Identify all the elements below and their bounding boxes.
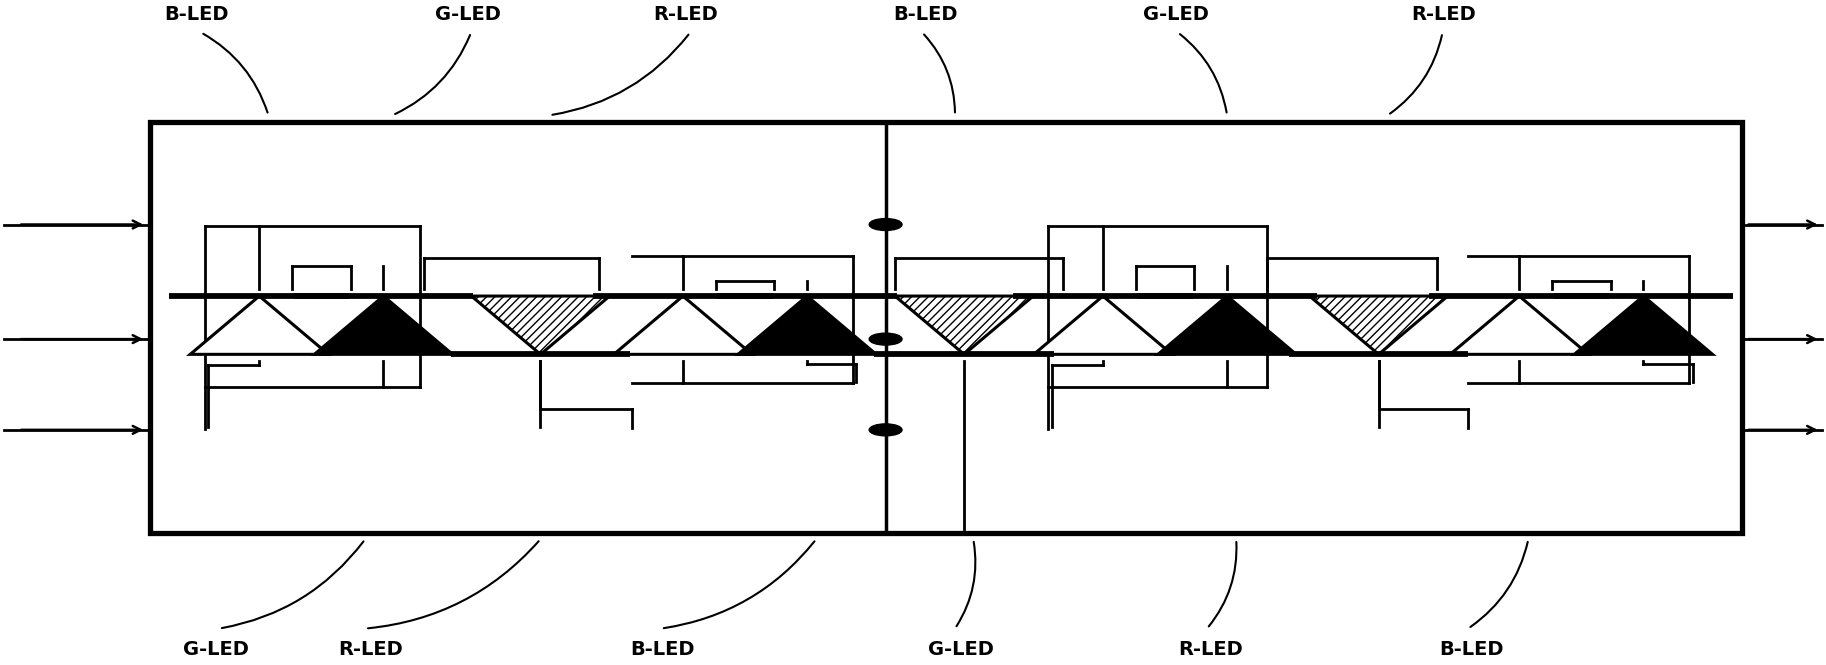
Text: B-LED: B-LED: [893, 5, 957, 24]
Circle shape: [869, 333, 902, 345]
Text: G-LED: G-LED: [928, 640, 993, 659]
Polygon shape: [314, 296, 453, 354]
Text: R-LED: R-LED: [338, 640, 402, 659]
Text: B-LED: B-LED: [164, 5, 228, 24]
Circle shape: [869, 424, 902, 436]
Polygon shape: [1158, 296, 1296, 354]
Polygon shape: [1450, 296, 1589, 354]
Text: G-LED: G-LED: [435, 5, 500, 24]
Polygon shape: [471, 296, 610, 354]
Polygon shape: [190, 296, 329, 354]
Text: G-LED: G-LED: [183, 640, 248, 659]
Text: R-LED: R-LED: [654, 5, 718, 24]
Polygon shape: [1309, 296, 1448, 354]
Text: B-LED: B-LED: [630, 640, 694, 659]
Text: R-LED: R-LED: [1178, 640, 1242, 659]
Text: R-LED: R-LED: [1411, 5, 1475, 24]
Polygon shape: [895, 296, 1034, 354]
Polygon shape: [1574, 296, 1713, 354]
Text: G-LED: G-LED: [1143, 5, 1209, 24]
Circle shape: [869, 219, 902, 231]
Polygon shape: [738, 296, 876, 354]
Text: B-LED: B-LED: [1439, 640, 1503, 659]
Polygon shape: [614, 296, 752, 354]
Polygon shape: [1034, 296, 1172, 354]
FancyBboxPatch shape: [150, 122, 1742, 533]
